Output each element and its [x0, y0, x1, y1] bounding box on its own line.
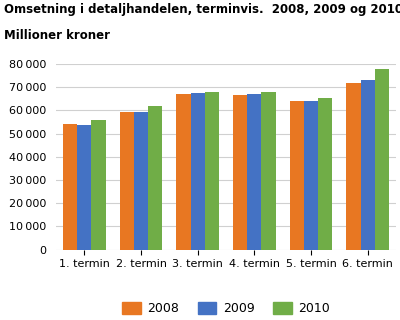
Text: Omsetning i detaljhandelen, terminvis.  2008, 2009 og 2010.: Omsetning i detaljhandelen, terminvis. 2… [4, 3, 400, 16]
Legend: 2008, 2009, 2010: 2008, 2009, 2010 [117, 297, 335, 320]
Bar [190, 93, 205, 250]
Bar [233, 95, 247, 250]
Bar [134, 112, 148, 250]
Bar [120, 112, 134, 250]
Bar [360, 80, 375, 250]
Bar [304, 101, 318, 250]
Bar [262, 92, 276, 250]
Bar [205, 92, 219, 250]
Bar [346, 83, 360, 250]
Bar [176, 94, 190, 250]
Bar [247, 94, 262, 250]
Bar [63, 124, 77, 250]
Text: Millioner kroner: Millioner kroner [4, 29, 110, 42]
Bar [318, 98, 332, 250]
Bar [148, 106, 162, 250]
Bar [92, 120, 106, 250]
Bar [77, 125, 92, 250]
Bar [375, 68, 389, 250]
Bar [290, 101, 304, 250]
